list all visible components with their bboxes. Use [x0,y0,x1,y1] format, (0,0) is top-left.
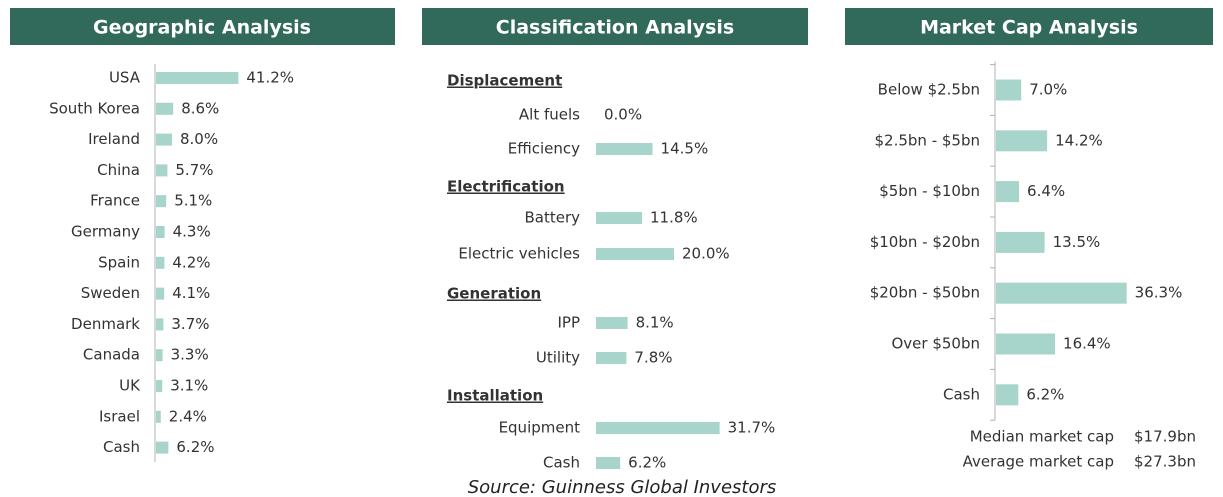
category-label: France [90,192,140,210]
category-label: $20bn - $50bn [870,284,980,302]
category-label: Below $2.5bn [878,81,980,99]
summary-value: $17.9bn [1134,428,1196,446]
summary-label: Average market cap [963,453,1114,471]
summary-value: $27.3bn [1134,453,1196,471]
bar [156,133,172,146]
bar [156,318,164,331]
category-label: $2.5bn - $5bn [875,131,981,149]
category-label: Cash [543,454,580,472]
value-label: 4.1% [172,284,210,302]
group-label: Displacement [447,72,562,90]
bar [596,422,720,434]
value-label: 14.2% [1055,131,1103,149]
bar [156,102,174,115]
value-label: 41.2% [246,69,294,87]
bar [156,164,168,177]
category-label: Battery [524,209,580,227]
bar [596,457,621,469]
category-label: China [97,161,140,179]
category-label: Alt fuels [519,106,580,124]
group-label: Installation [447,387,543,405]
value-label: 8.1% [636,314,674,332]
value-label: 8.0% [180,130,218,148]
category-label: Cash [943,385,980,403]
value-label: 14.5% [661,140,709,158]
category-label: Electric vehicles [458,245,580,263]
bar [596,143,653,155]
bar [156,410,161,423]
value-label: 0.0% [604,106,642,124]
value-label: 13.5% [1053,233,1101,251]
value-label: 2.4% [169,407,207,425]
value-label: 4.3% [173,223,211,241]
value-label: 6.2% [1026,385,1064,403]
value-label: 31.7% [728,419,776,437]
group-label: Electrification [447,178,565,196]
bar [156,256,165,269]
value-label: 7.8% [634,349,672,367]
value-label: 6.4% [1027,182,1065,200]
bar [596,248,674,260]
value-label: 3.7% [171,315,209,333]
value-label: 16.4% [1063,335,1111,353]
category-label: Over $50bn [891,335,980,353]
header-bg [422,8,808,45]
value-label: 5.7% [175,161,213,179]
bar [156,226,165,238]
bar [156,287,165,300]
bar [996,79,1022,101]
chart-title: Geographic Analysis [93,17,311,39]
value-label: 5.1% [174,192,212,210]
header-bg [845,8,1213,45]
value-label: 3.1% [170,377,208,395]
bar [996,130,1048,152]
category-label: Ireland [88,130,140,148]
category-label: South Korea [49,99,140,117]
category-label: UK [119,377,141,395]
bar [996,231,1045,253]
chart-title: Market Cap Analysis [920,17,1138,39]
category-label: Equipment [499,419,581,437]
value-label: 3.3% [171,346,209,364]
bar [596,352,627,364]
chart-title: Classification Analysis [496,17,734,39]
bar [996,384,1019,406]
header-bg [10,8,395,45]
value-label: 6.2% [176,438,214,456]
category-label: Germany [71,223,140,241]
category-label: Canada [83,346,140,364]
category-label: $10bn - $20bn [870,233,980,251]
category-label: USA [109,69,141,87]
bar [156,72,239,84]
bar [596,212,643,224]
bar [156,441,169,454]
category-label: Cash [103,438,140,456]
category-label: Utility [536,349,580,367]
source: Source: Guinness Global Investors [468,477,777,497]
bar [156,349,163,362]
value-label: 6.2% [628,454,666,472]
category-label: Sweden [81,284,140,302]
bar [596,317,628,329]
value-label: 11.8% [650,209,698,227]
summary-label: Median market cap [970,428,1114,446]
value-label: 4.2% [172,253,210,271]
category-label: $5bn - $10bn [879,182,980,200]
bar [156,380,163,392]
bar [996,181,1020,203]
value-label: 20.0% [682,245,730,263]
bar [996,333,1056,355]
category-label: Denmark [71,315,140,333]
group-label: Generation [447,285,541,303]
category-label: Spain [98,253,140,271]
value-label: 8.6% [181,99,219,117]
category-label: IPP [557,314,580,332]
value-label: 36.3% [1135,284,1183,302]
category-label: Efficiency [508,140,580,158]
category-label: Israel [99,407,140,425]
value-label: 7.0% [1029,81,1067,99]
bar [996,282,1127,304]
bar [156,195,167,208]
